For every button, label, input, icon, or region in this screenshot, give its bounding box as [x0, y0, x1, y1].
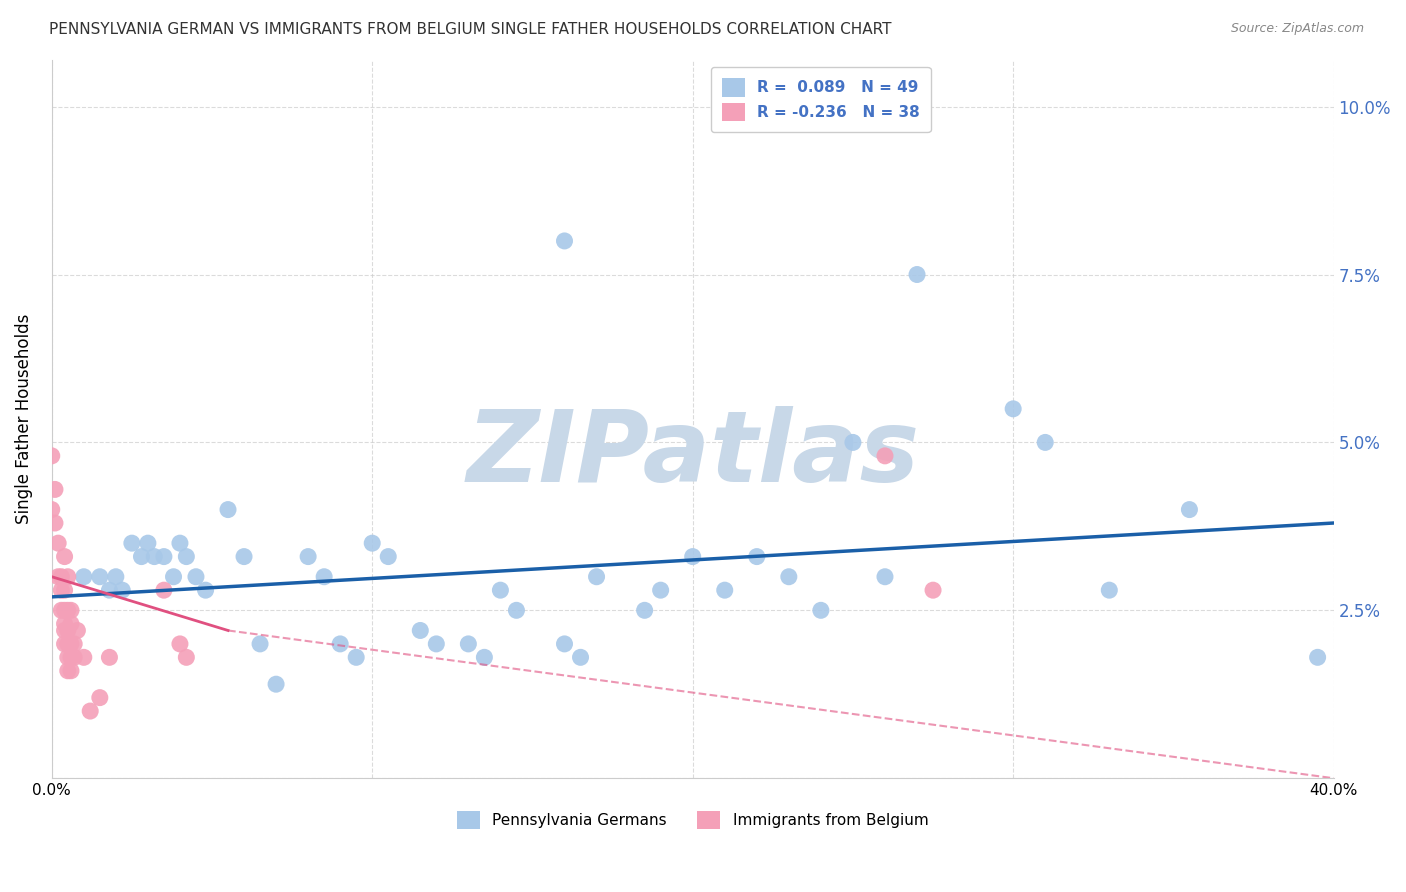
Point	[136, 536, 159, 550]
Point	[89, 570, 111, 584]
Point	[1033, 435, 1056, 450]
Point	[873, 570, 896, 584]
Point	[131, 549, 153, 564]
Point	[474, 650, 496, 665]
Point	[59, 603, 82, 617]
Point	[553, 234, 575, 248]
Point	[59, 637, 82, 651]
Point	[89, 690, 111, 705]
Point	[457, 637, 479, 651]
Point	[53, 583, 76, 598]
Y-axis label: Single Father Households: Single Father Households	[15, 314, 32, 524]
Point	[56, 570, 79, 584]
Point	[194, 583, 217, 598]
Point	[553, 637, 575, 651]
Point	[143, 549, 166, 564]
Point	[53, 616, 76, 631]
Point	[249, 637, 271, 651]
Point	[46, 570, 69, 584]
Point	[41, 449, 63, 463]
Point	[53, 603, 76, 617]
Point	[59, 616, 82, 631]
Point	[46, 536, 69, 550]
Point	[53, 549, 76, 564]
Point	[1002, 401, 1025, 416]
Point	[409, 624, 432, 638]
Point	[59, 664, 82, 678]
Point	[585, 570, 607, 584]
Point	[104, 570, 127, 584]
Point	[233, 549, 256, 564]
Point	[162, 570, 184, 584]
Point	[361, 536, 384, 550]
Point	[505, 603, 527, 617]
Text: Source: ZipAtlas.com: Source: ZipAtlas.com	[1230, 22, 1364, 36]
Point	[153, 549, 176, 564]
Point	[44, 516, 66, 530]
Point	[56, 637, 79, 651]
Point	[56, 603, 79, 617]
Point	[1306, 650, 1329, 665]
Point	[377, 549, 399, 564]
Point	[745, 549, 768, 564]
Legend: Pennsylvania Germans, Immigrants from Belgium: Pennsylvania Germans, Immigrants from Be…	[451, 805, 935, 835]
Point	[53, 624, 76, 638]
Point	[905, 268, 928, 282]
Point	[73, 650, 96, 665]
Point	[569, 650, 592, 665]
Point	[63, 650, 86, 665]
Point	[217, 502, 239, 516]
Point	[73, 570, 96, 584]
Point	[873, 449, 896, 463]
Point	[425, 637, 447, 651]
Point	[53, 637, 76, 651]
Point	[1178, 502, 1201, 516]
Point	[98, 583, 121, 598]
Point	[810, 603, 832, 617]
Point	[111, 583, 134, 598]
Point	[66, 624, 89, 638]
Point	[778, 570, 800, 584]
Point	[56, 664, 79, 678]
Point	[650, 583, 672, 598]
Point	[98, 650, 121, 665]
Point	[713, 583, 735, 598]
Point	[176, 549, 198, 564]
Point	[264, 677, 287, 691]
Point	[842, 435, 865, 450]
Point	[44, 483, 66, 497]
Point	[329, 637, 352, 651]
Point	[344, 650, 367, 665]
Text: ZIPatlas: ZIPatlas	[467, 407, 920, 503]
Point	[121, 536, 143, 550]
Point	[169, 536, 191, 550]
Point	[633, 603, 655, 617]
Point	[56, 624, 79, 638]
Point	[153, 583, 176, 598]
Point	[51, 570, 73, 584]
Text: PENNSYLVANIA GERMAN VS IMMIGRANTS FROM BELGIUM SINGLE FATHER HOUSEHOLDS CORRELAT: PENNSYLVANIA GERMAN VS IMMIGRANTS FROM B…	[49, 22, 891, 37]
Point	[51, 583, 73, 598]
Point	[314, 570, 336, 584]
Point	[169, 637, 191, 651]
Point	[489, 583, 512, 598]
Point	[184, 570, 207, 584]
Point	[79, 704, 101, 718]
Point	[59, 650, 82, 665]
Point	[41, 502, 63, 516]
Point	[51, 603, 73, 617]
Point	[63, 637, 86, 651]
Point	[297, 549, 319, 564]
Point	[176, 650, 198, 665]
Point	[56, 650, 79, 665]
Point	[682, 549, 704, 564]
Point	[1098, 583, 1121, 598]
Point	[922, 583, 945, 598]
